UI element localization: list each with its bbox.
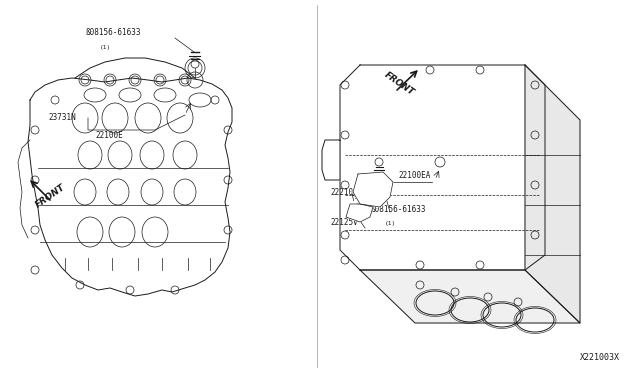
Text: 22100EA: 22100EA [398, 171, 430, 180]
Text: 22100E: 22100E [95, 131, 123, 140]
Polygon shape [346, 204, 373, 222]
Polygon shape [353, 172, 393, 207]
Text: ß08156-61633: ß08156-61633 [85, 28, 141, 37]
Text: X221003X: X221003X [580, 353, 620, 362]
Polygon shape [360, 270, 580, 323]
Text: 22210A: 22210A [330, 188, 358, 197]
Polygon shape [28, 78, 232, 296]
Polygon shape [340, 65, 545, 270]
Text: ß08156-61633: ß08156-61633 [370, 205, 426, 214]
Text: FRONT: FRONT [383, 70, 416, 97]
Text: (1): (1) [100, 45, 111, 50]
Polygon shape [322, 140, 340, 180]
Text: FRONT: FRONT [34, 183, 67, 210]
Text: 23731N: 23731N [48, 113, 76, 122]
Text: (1): (1) [385, 221, 396, 226]
Polygon shape [525, 65, 580, 323]
Text: 2373LT: 2373LT [355, 185, 383, 194]
Text: 22125V: 22125V [330, 218, 358, 227]
